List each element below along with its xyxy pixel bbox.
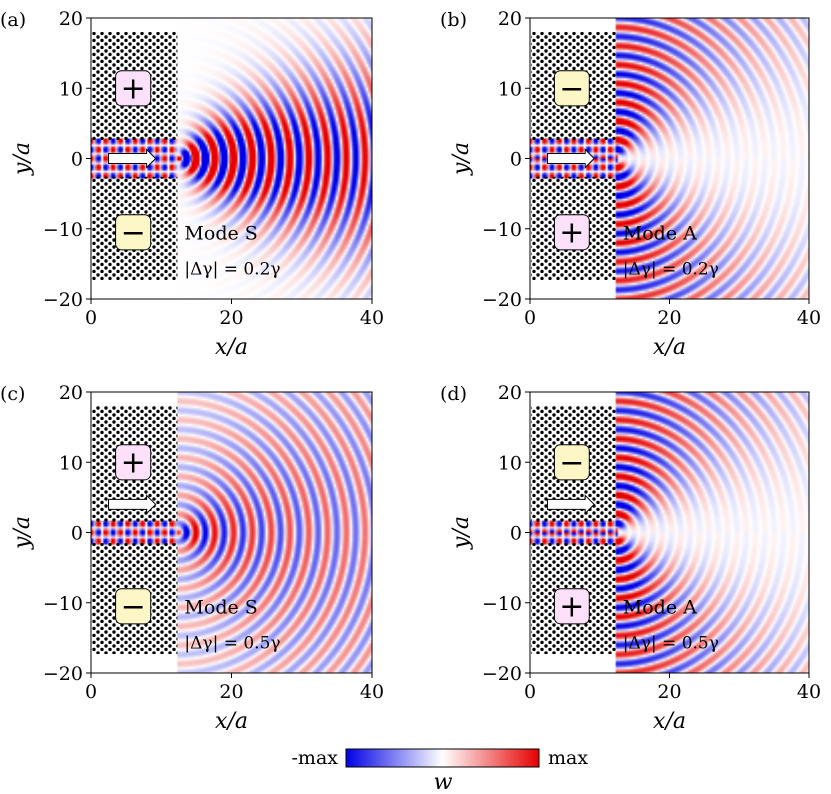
- panel-a: + − 0 20 40 20 10 0 −10 −20 x/a y/a (a) Mode S |Δγ| = …: [0, 8, 384, 360]
- x-tick-label: 20: [657, 307, 681, 329]
- mode-label: Mode A: [623, 222, 697, 244]
- delta-gamma-label: |Δγ| = 0.5γ: [623, 633, 719, 653]
- mode-label: Mode S: [184, 596, 257, 618]
- y-tick-label: 0: [71, 523, 83, 545]
- x-axis-label: x/a: [215, 709, 248, 734]
- x-tick-label: 0: [85, 307, 97, 329]
- sign-box-bottom: [115, 588, 152, 625]
- colorbar-min-label: -max: [292, 747, 339, 769]
- sign-box-top: [115, 70, 152, 107]
- y-tick-label: −10: [482, 219, 522, 241]
- direction-arrow: [546, 494, 595, 515]
- direction-arrow: [108, 494, 157, 515]
- y-tick-label: 10: [59, 78, 83, 100]
- sign-bottom-label: −: [121, 589, 146, 624]
- y-tick-label: 10: [59, 452, 83, 474]
- y-tick-label: 10: [498, 452, 522, 474]
- y-tick-label: −20: [482, 289, 522, 311]
- y-tick-label: 10: [498, 78, 522, 100]
- sign-box-bottom: [115, 214, 152, 251]
- sign-bottom-label: +: [559, 589, 584, 624]
- x-axis-label: x/a: [653, 709, 686, 734]
- y-tick-label: 20: [59, 8, 83, 30]
- panel-tag: (a): [0, 9, 26, 31]
- y-axis-label: y/a: [10, 142, 35, 176]
- y-tick-label: −20: [43, 289, 83, 311]
- sign-bottom-label: −: [121, 215, 146, 250]
- mode-label: Mode S: [184, 222, 257, 244]
- x-tick-label: 0: [524, 681, 536, 703]
- x-tick-label: 40: [360, 681, 384, 703]
- y-tick-label: −10: [482, 593, 522, 615]
- x-axis-label: x/a: [215, 335, 248, 360]
- colorbar-max-label: max: [548, 747, 588, 769]
- y-tick-label: −20: [43, 663, 83, 685]
- x-tick-label: 40: [797, 307, 821, 329]
- y-tick-label: 20: [498, 8, 522, 30]
- delta-gamma-label: |Δγ| = 0.2γ: [623, 259, 719, 279]
- y-axis-label: y/a: [449, 516, 474, 550]
- panel-b: − +0 20 40 20 10 0 −10 −20 x/a y/a (b) Mode A |Δγ| = …: [440, 8, 821, 360]
- colorbar-label: w: [434, 770, 453, 794]
- sign-top-label: −: [559, 445, 584, 480]
- y-axis-label: y/a: [449, 142, 474, 176]
- y-tick-label: 0: [510, 149, 522, 171]
- x-tick-label: 0: [85, 681, 97, 703]
- y-tick-label: 20: [59, 382, 83, 404]
- x-tick-label: 40: [360, 307, 384, 329]
- y-tick-label: 0: [510, 523, 522, 545]
- panel-tag: (c): [0, 383, 25, 405]
- direction-arrow: [546, 148, 595, 169]
- y-tick-label: 0: [71, 149, 83, 171]
- colorbar: -max max w: [292, 747, 589, 794]
- sign-bottom-label: +: [559, 215, 584, 250]
- sign-top-label: +: [121, 445, 146, 480]
- y-tick-label: 20: [498, 382, 522, 404]
- x-tick-label: 20: [219, 681, 243, 703]
- x-tick-label: 40: [797, 681, 821, 703]
- x-tick-label: 20: [657, 681, 681, 703]
- sign-box-top: [553, 444, 590, 481]
- y-tick-label: −20: [482, 663, 522, 685]
- delta-gamma-label: |Δγ| = 0.2γ: [184, 259, 280, 279]
- delta-gamma-label: |Δγ| = 0.5γ: [184, 633, 280, 653]
- y-tick-label: −10: [43, 593, 83, 615]
- panel-d: − +0 20 40 20 10 0 −10 −20 x/a y/a (d) Mode A |Δγ| = …: [440, 382, 821, 734]
- sign-box-top: [553, 70, 590, 107]
- mode-label: Mode A: [623, 596, 697, 618]
- y-tick-label: −10: [43, 219, 83, 241]
- x-tick-label: 0: [524, 307, 536, 329]
- sign-box-bottom: [553, 214, 590, 251]
- sign-top-label: −: [559, 71, 584, 106]
- y-axis-label: y/a: [10, 516, 35, 550]
- sign-top-label: +: [121, 71, 146, 106]
- sign-box-bottom: [553, 588, 590, 625]
- colorbar-gradient: [345, 748, 540, 768]
- direction-arrow: [108, 148, 157, 169]
- panel-tag: (b): [440, 9, 467, 31]
- panel-tag: (d): [440, 383, 467, 405]
- panel-c: + − 0 20 40 20 10 0 −10 −20 x/a y/a (c) Mode S |Δγ| = …: [0, 382, 384, 734]
- sign-box-top: [115, 444, 152, 481]
- x-axis-label: x/a: [653, 335, 686, 360]
- x-tick-label: 20: [219, 307, 243, 329]
